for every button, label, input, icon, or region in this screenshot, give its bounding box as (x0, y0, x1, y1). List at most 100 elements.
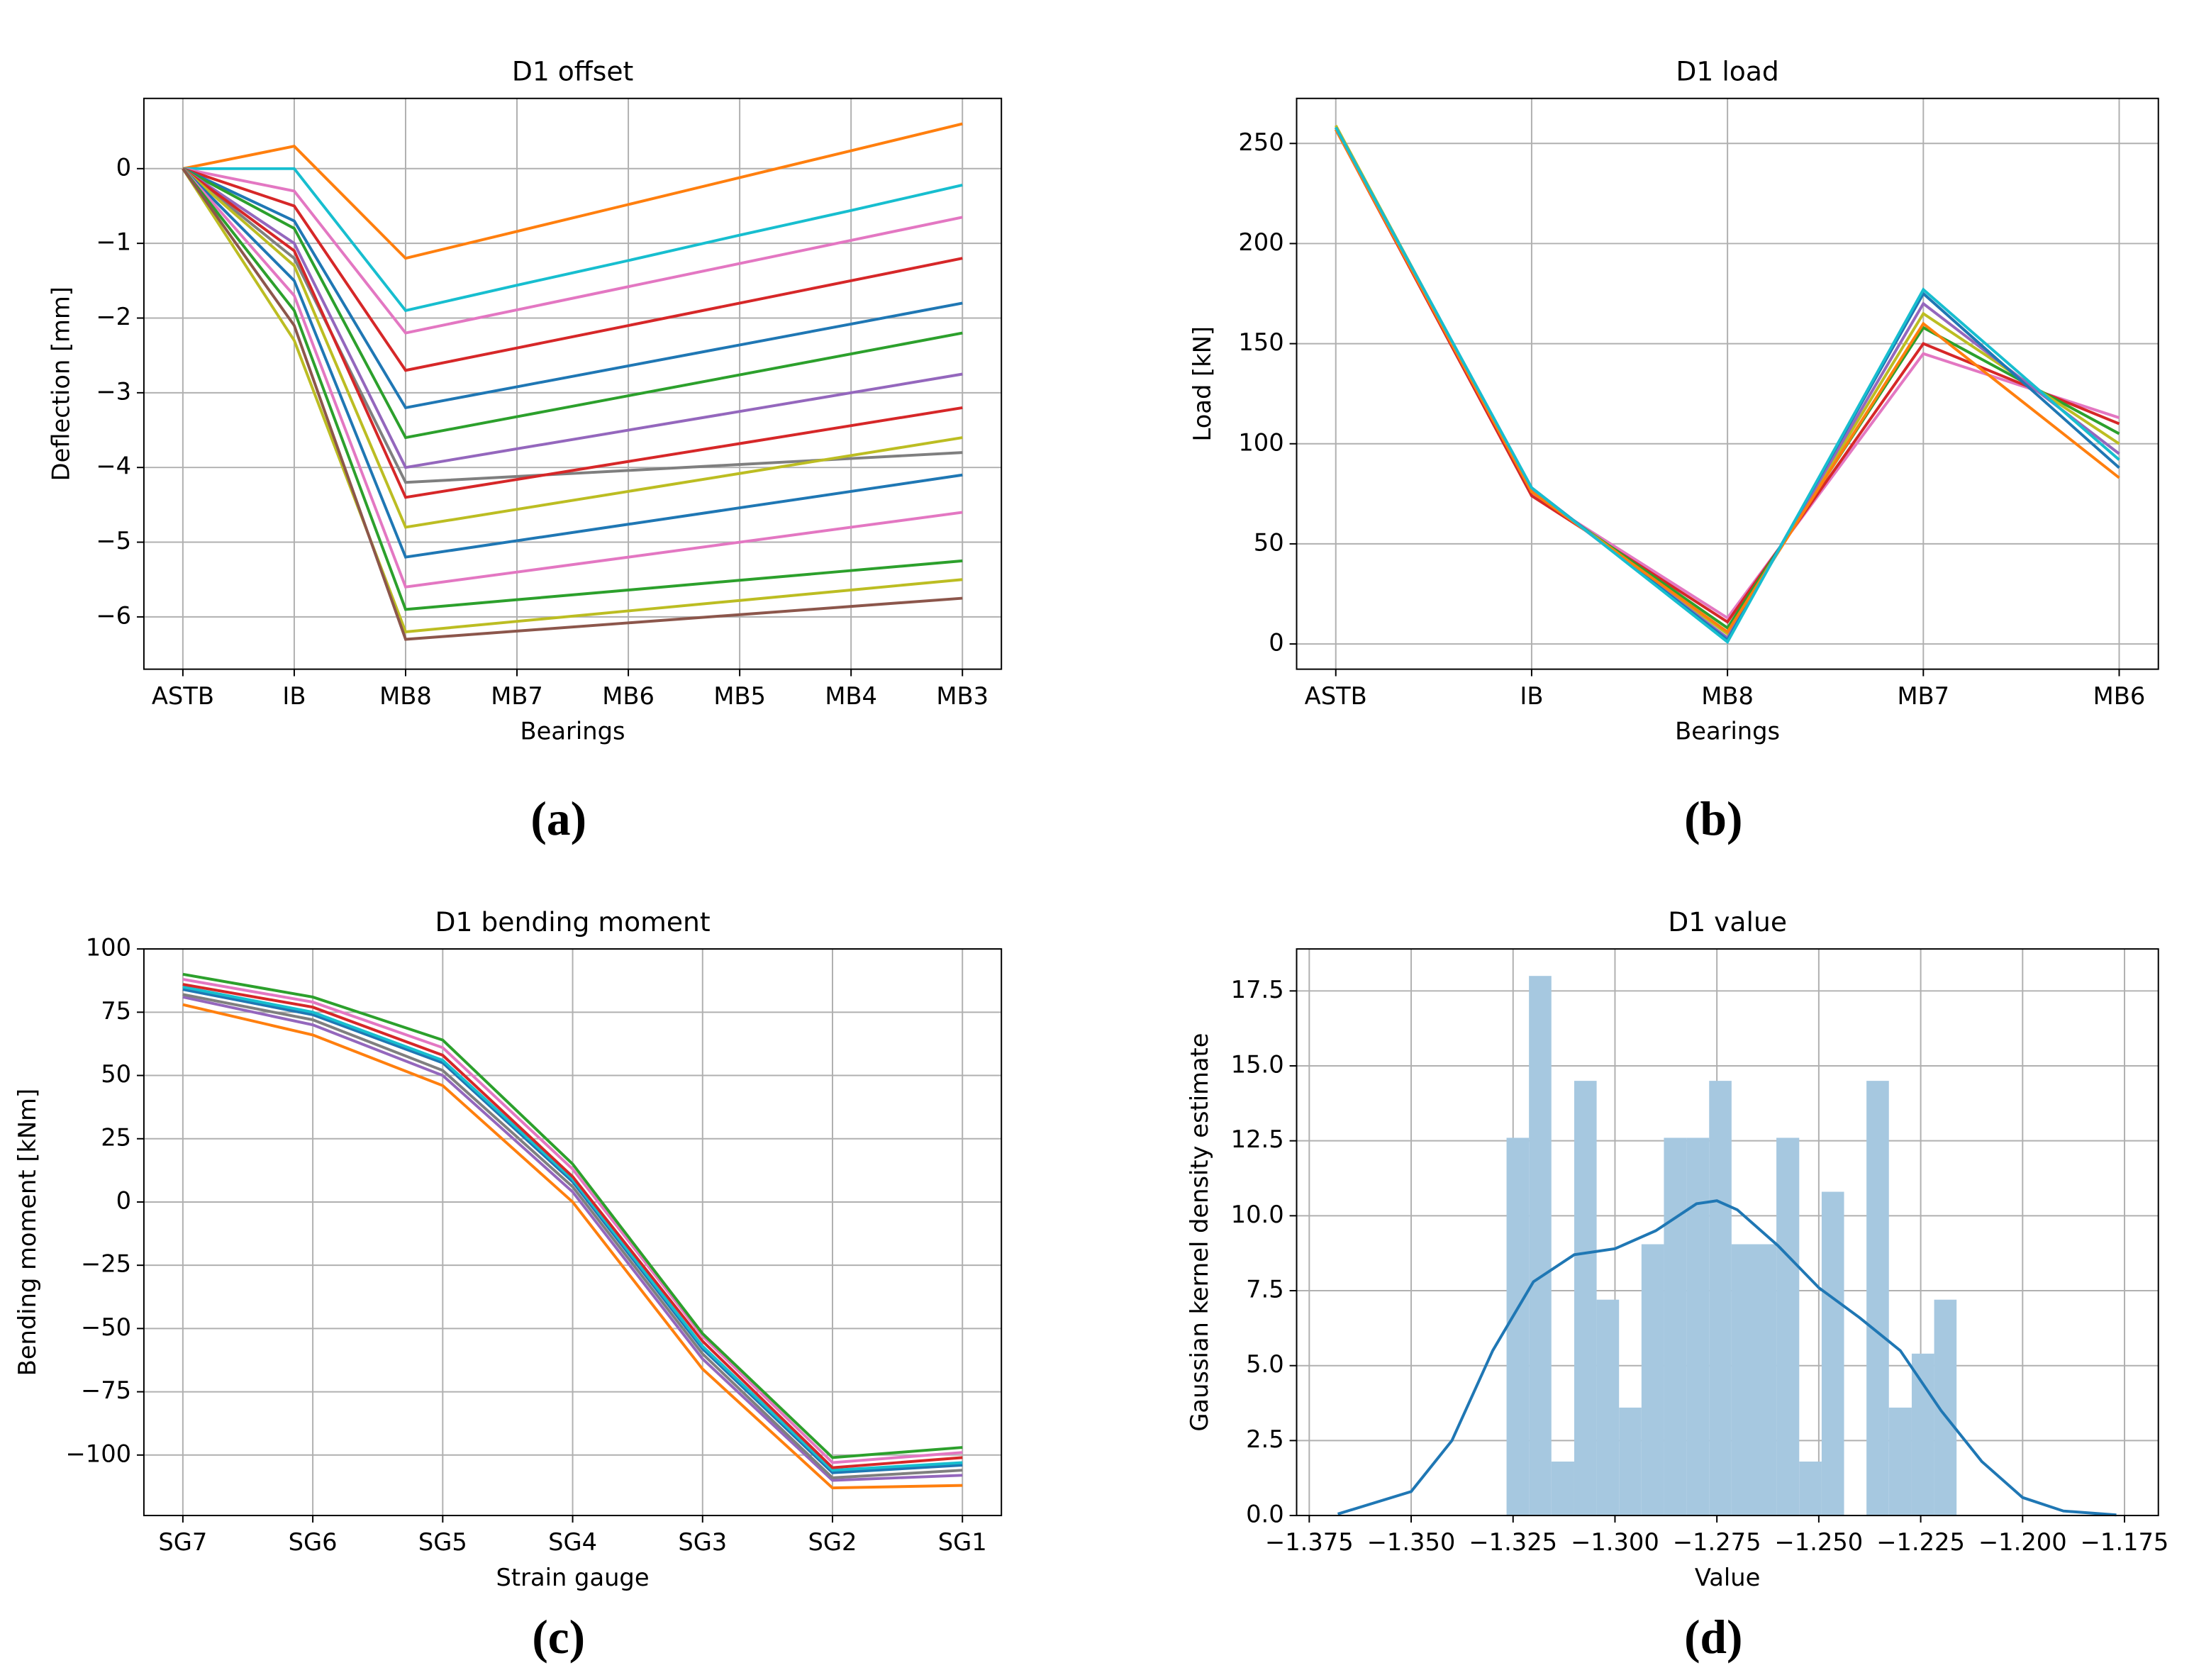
series-line (182, 167, 963, 469)
x-tick-label: −1.225 (1876, 1528, 1965, 1556)
series-line (182, 122, 963, 260)
y-tick-label: 50 (101, 1060, 131, 1088)
x-tick-label: MB6 (602, 682, 655, 710)
axes-frame (143, 97, 1003, 670)
chart-title: D1 bending moment (435, 906, 710, 938)
x-tick-label: −1.275 (1673, 1528, 1761, 1556)
chart-title: D1 offset (512, 56, 633, 87)
x-tick-label: −1.175 (2081, 1528, 2169, 1556)
axes-frame (1296, 948, 2159, 1517)
y-tick-label: 7.5 (1246, 1276, 1284, 1303)
x-axis-label: Strain gauge (496, 1564, 650, 1591)
histogram-bar (1596, 1299, 1620, 1516)
series-line (182, 988, 963, 1474)
x-tick-label: SG2 (808, 1528, 857, 1556)
y-tick-label: −75 (81, 1376, 131, 1404)
panel-caption: (b) (1684, 792, 1742, 845)
y-tick-label: −3 (96, 377, 131, 405)
y-axis-label: Deflection [mm] (47, 287, 74, 481)
histogram-bar (1686, 1137, 1710, 1516)
y-tick-label: 0.0 (1246, 1501, 1284, 1528)
series-line (182, 167, 963, 589)
x-tick-label: MB5 (713, 682, 766, 710)
series-line (182, 978, 963, 1464)
x-tick-label: MB7 (491, 682, 543, 710)
series-line (182, 983, 963, 1469)
histogram-bar (1709, 1081, 1732, 1516)
y-tick-label: 25 (101, 1123, 131, 1151)
y-tick-label: −4 (96, 452, 131, 480)
y-tick-label: 0 (116, 153, 131, 181)
series-line (182, 167, 963, 641)
x-tick-label: ASTB (1305, 682, 1367, 710)
panel-caption: (c) (532, 1611, 585, 1664)
y-tick-label: −100 (66, 1440, 132, 1467)
series-line (182, 167, 963, 372)
series-line (182, 972, 963, 1459)
x-tick-label: MB7 (1898, 682, 1950, 710)
series-line (182, 167, 963, 335)
panel-caption: (a) (530, 792, 586, 845)
x-tick-label: −1.350 (1367, 1528, 1456, 1556)
y-tick-label: −50 (81, 1313, 131, 1341)
axes-frame (143, 948, 1003, 1517)
x-axis-label: Bearings (1675, 717, 1780, 745)
y-tick-label: 12.5 (1231, 1125, 1284, 1153)
x-tick-label: SG5 (418, 1528, 467, 1556)
histogram-bar (1506, 1137, 1530, 1516)
x-tick-label: −1.200 (1978, 1528, 2067, 1556)
x-tick-label: IB (282, 682, 306, 710)
y-tick-label: 17.5 (1231, 976, 1284, 1003)
y-axis-label: Gaussian kernel density estimate (1186, 1033, 1213, 1432)
x-tick-label: SG7 (158, 1528, 207, 1556)
x-tick-label: MB8 (379, 682, 432, 710)
x-axis-label: Value (1695, 1564, 1761, 1591)
x-tick-label: MB4 (825, 682, 877, 710)
x-tick-label: SG1 (938, 1528, 987, 1556)
histogram-bar (1551, 1461, 1574, 1516)
series-line (182, 985, 963, 1472)
x-tick-label: MB6 (2093, 682, 2146, 710)
histogram-bar (1821, 1191, 1844, 1516)
y-axis-label: Load [kN] (1188, 326, 1216, 442)
histogram-bar (1754, 1244, 1777, 1516)
kde-curve (1337, 1199, 2117, 1517)
x-tick-label: −1.325 (1469, 1528, 1557, 1556)
histogram-bar (1641, 1244, 1664, 1516)
histogram-bar (1529, 976, 1552, 1516)
x-axis-label: Bearings (520, 717, 625, 745)
x-tick-label: −1.250 (1775, 1528, 1864, 1556)
y-tick-label: −6 (96, 601, 131, 629)
y-tick-label: 75 (101, 997, 131, 1025)
x-tick-label: −1.300 (1571, 1528, 1659, 1556)
y-tick-label: 100 (1238, 428, 1283, 456)
series-line (182, 995, 963, 1482)
series-line (182, 167, 963, 634)
y-tick-label: 0 (1269, 629, 1283, 657)
y-tick-label: 150 (1238, 328, 1283, 356)
x-tick-label: SG3 (678, 1528, 727, 1556)
x-tick-label: SG4 (548, 1528, 597, 1556)
x-tick-label: ASTB (152, 682, 214, 710)
y-tick-label: 250 (1238, 128, 1283, 156)
series-line (182, 167, 963, 499)
y-tick-label: 2.5 (1246, 1425, 1284, 1453)
histogram-bar (1776, 1137, 1800, 1516)
y-tick-label: 100 (86, 934, 131, 962)
histogram-bar (1619, 1407, 1642, 1516)
y-tick-label: 10.0 (1231, 1201, 1284, 1228)
series-line (182, 167, 963, 313)
x-tick-label: SG6 (289, 1528, 338, 1556)
series-line (182, 167, 963, 559)
panel-caption: (d) (1684, 1611, 1742, 1664)
series-line (182, 993, 963, 1479)
y-tick-label: 0 (116, 1186, 131, 1214)
x-tick-label: MB8 (1701, 682, 1754, 710)
y-tick-label: −25 (81, 1250, 131, 1278)
series-line (182, 167, 963, 529)
y-tick-label: 15.0 (1231, 1050, 1284, 1078)
histogram-bar (1574, 1081, 1597, 1516)
series-line (182, 167, 963, 440)
histogram-bar (1664, 1137, 1687, 1516)
